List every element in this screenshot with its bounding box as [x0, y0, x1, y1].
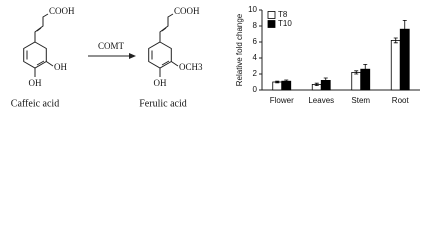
double-bond [36, 60, 45, 66]
error-bar [275, 80, 280, 84]
legend-swatch [267, 11, 276, 19]
x-tick-label: Stem [351, 96, 370, 105]
y-tick-label: 2 [253, 69, 258, 78]
y-tick-label: 8 [253, 21, 258, 30]
reaction-diagram: COOH OH OH Caffeic acid COMT COOH OCH3 O… [11, 6, 203, 109]
compound-name: Caffeic acid [11, 98, 59, 109]
x-tick-label: Leaves [308, 96, 334, 105]
group-label: OH [54, 62, 67, 72]
y-tick-label: 10 [248, 5, 257, 14]
error-bar [354, 70, 359, 75]
enzyme-label: COMT [98, 41, 125, 51]
bond [171, 61, 179, 67]
group-label: OH [154, 78, 167, 88]
legend-label: T10 [278, 19, 292, 28]
legend-swatch [267, 20, 276, 28]
side-chain [159, 13, 174, 42]
bond [46, 61, 54, 67]
y-tick-label: 6 [253, 37, 258, 46]
error-bar [393, 37, 398, 44]
y-axis-label: Relative fold change [235, 13, 244, 86]
figure: COOH OH OH Caffeic acid COMT COOH OCH3 O… [11, 5, 420, 109]
double-bond [36, 27, 42, 32]
bar [351, 72, 362, 91]
group-label: OCH3 [179, 62, 203, 72]
x-tick-label: Root [392, 96, 410, 105]
y-tick-label: 0 [253, 85, 258, 94]
bar [390, 40, 401, 91]
double-bond [161, 60, 170, 66]
compound-name: Ferulic acid [139, 98, 186, 109]
group-label: COOH [49, 6, 75, 16]
x-tick-label: Flower [270, 96, 294, 105]
error-bar [402, 20, 407, 39]
error-bar [314, 82, 319, 86]
arrow-head [129, 53, 136, 59]
error-bar [284, 79, 289, 83]
group-label: COOH [174, 6, 200, 16]
error-bar [363, 64, 368, 75]
double-bond [161, 27, 167, 32]
group-label: OH [29, 78, 42, 88]
legend-label: T8 [278, 10, 288, 19]
side-chain [34, 13, 49, 42]
y-tick-label: 4 [253, 53, 258, 62]
error-bar [323, 77, 328, 84]
bar-chart: Relative fold change 0 2 4 6 8 10 Flower Leaves… [235, 5, 420, 105]
